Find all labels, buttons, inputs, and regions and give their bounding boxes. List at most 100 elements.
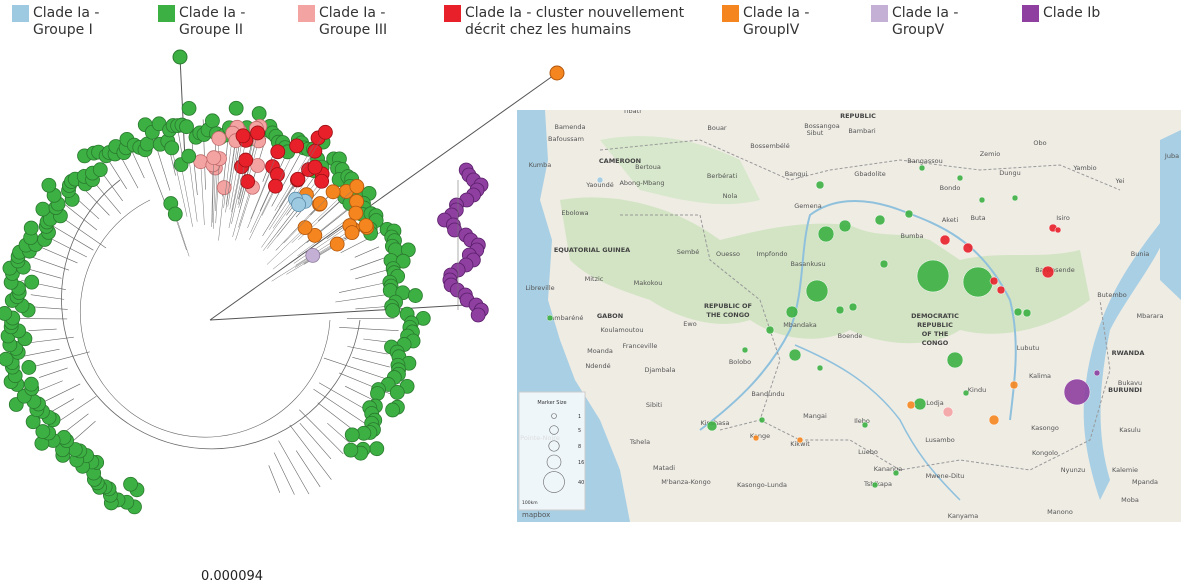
branch	[171, 147, 188, 217]
place-label: Bossembélé	[750, 142, 789, 150]
place-label: Moanda	[587, 347, 613, 355]
place-label: Kalima	[1029, 372, 1051, 380]
branch	[299, 409, 344, 455]
tree-tip	[21, 360, 37, 375]
tree-tip	[297, 220, 313, 236]
branch	[238, 165, 258, 228]
legend-item: Clade Ia - cluster nouvellement décrit c…	[444, 5, 704, 39]
marker-size-label: 5	[578, 428, 581, 434]
country-label: BURUNDI	[1108, 386, 1142, 394]
marker-legend-title: Marker Size	[537, 400, 566, 406]
branch	[211, 164, 214, 227]
map-marker	[1022, 308, 1032, 318]
place-label: Kasongo-Lunda	[737, 481, 787, 489]
place-label: Kananga	[874, 465, 902, 473]
place-label: Mangai	[803, 412, 827, 420]
branch	[268, 465, 281, 493]
map-marker	[962, 389, 970, 397]
place-label: Kenge	[750, 432, 770, 440]
tree-tip	[206, 150, 222, 166]
legend-item: Clade Ia - Groupe II	[158, 5, 293, 39]
place-label: Ewo	[683, 320, 696, 328]
tree-tip	[211, 131, 227, 146]
tree-tip	[123, 476, 138, 492]
place-label: Mitzic	[585, 275, 604, 283]
branch	[79, 199, 331, 438]
place-label: Franceville	[623, 342, 658, 350]
place-label: Obo	[1033, 139, 1046, 147]
tree-tip	[329, 236, 345, 252]
map-markers	[546, 164, 1101, 489]
map-marker	[1011, 194, 1019, 202]
tree-tip	[470, 307, 486, 323]
tree-tip	[181, 148, 197, 164]
legend-swatch	[298, 5, 315, 22]
place-label: Kumba	[529, 161, 552, 169]
place-label: Gbadolite	[854, 170, 885, 178]
legend-item: Clade Ia - Groupe I	[12, 5, 152, 39]
tree-tip	[251, 106, 267, 121]
legend-item: Clade Ib	[1022, 5, 1142, 22]
branch	[266, 227, 306, 265]
legend-swatch	[722, 5, 739, 22]
branch	[238, 132, 258, 208]
legend-label: Clade Ia - Groupe II	[179, 5, 246, 38]
place-label: Boende	[838, 332, 863, 340]
tree-tip	[23, 220, 39, 236]
scale-label: 0.000094	[201, 569, 263, 584]
tree-tip	[167, 206, 183, 222]
place-label: Sibut	[807, 129, 824, 137]
branch	[278, 440, 310, 495]
legend-label: Clade Ia - Groupe III	[319, 5, 388, 38]
branch	[175, 213, 190, 257]
tree-tip	[164, 140, 180, 156]
marker-size-label: 40	[578, 480, 584, 486]
map-marker	[752, 434, 760, 442]
map-marker	[788, 348, 802, 362]
marker-size-label: 8	[578, 444, 581, 450]
branch	[235, 187, 253, 241]
branch	[144, 150, 166, 204]
place-label: Makokou	[634, 279, 663, 287]
map-marker	[906, 400, 916, 410]
map-marker	[962, 266, 994, 298]
place-label: Bukavu	[1118, 379, 1142, 387]
tree-tip	[35, 201, 51, 217]
tree-tip	[172, 49, 188, 65]
place-label: Lusambo	[925, 436, 954, 444]
place-label: Bafoussam	[548, 135, 584, 143]
place-label: Kindu	[968, 386, 986, 394]
place-label: Ouesso	[716, 250, 740, 258]
tree-tip	[305, 248, 321, 263]
legend-swatch	[1022, 5, 1039, 22]
tree-tip	[291, 197, 306, 212]
map-marker	[1054, 226, 1062, 234]
legend-label: Clade Ib	[1043, 5, 1101, 21]
branch	[250, 151, 279, 220]
place-label: Bambari	[848, 127, 876, 135]
branch	[271, 255, 313, 282]
place-label: M'banza-Kongo	[661, 478, 711, 486]
tree-tip	[385, 303, 401, 318]
map-marker	[1009, 380, 1019, 390]
place-label: Tibati	[622, 107, 641, 115]
tree-tip	[349, 179, 365, 194]
tree-tip	[0, 351, 14, 367]
tree-tip	[216, 180, 232, 196]
place-label: Bossangoa	[804, 122, 839, 130]
tree-tip	[408, 288, 423, 303]
legend-label: Clade Ia - GroupIV	[743, 5, 810, 38]
map-marker	[916, 259, 950, 293]
branch	[231, 140, 247, 213]
branch	[30, 294, 65, 300]
branch	[273, 452, 295, 495]
place-label: Nola	[723, 192, 738, 200]
map-marker	[871, 481, 879, 489]
branch	[262, 204, 299, 251]
tree-tip	[235, 128, 251, 144]
branch	[299, 423, 332, 460]
tree-tip	[268, 178, 283, 194]
map-marker	[879, 259, 889, 269]
marker-size-swatch	[551, 413, 557, 419]
marker-size-label: 1	[578, 414, 581, 420]
